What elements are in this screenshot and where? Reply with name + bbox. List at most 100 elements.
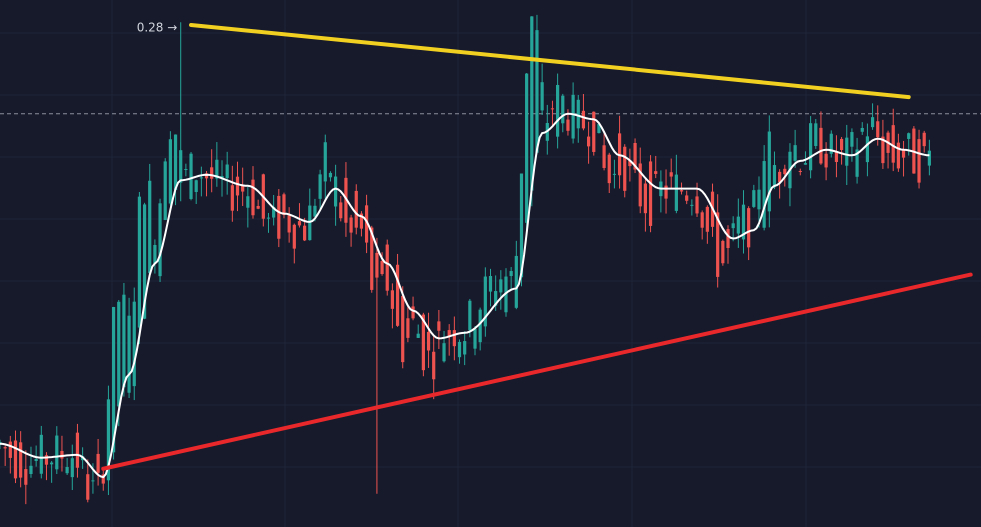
candle — [855, 137, 859, 184]
candle-body — [793, 145, 797, 161]
candle-body — [29, 465, 33, 475]
candle — [561, 93, 565, 133]
candle — [819, 111, 823, 165]
candle — [540, 63, 544, 115]
candle — [225, 151, 229, 195]
candle — [860, 122, 864, 135]
candle-body — [463, 341, 467, 355]
candle-body — [184, 169, 188, 171]
candle-body — [473, 328, 477, 349]
candle — [483, 267, 487, 337]
candle-body — [91, 480, 95, 482]
candle-body — [334, 176, 338, 207]
candle — [716, 194, 720, 288]
candle-body — [654, 171, 658, 174]
candle — [731, 216, 735, 242]
candle — [163, 158, 167, 221]
candle — [318, 169, 322, 212]
candle — [277, 189, 281, 248]
candle — [199, 166, 203, 197]
candle-body — [664, 185, 668, 199]
candle — [607, 152, 611, 194]
candle — [127, 297, 131, 399]
candle — [447, 324, 451, 356]
candle-body — [721, 240, 725, 264]
candle-body — [117, 301, 121, 407]
candle — [571, 82, 575, 144]
candle — [29, 446, 33, 478]
candle-body — [364, 205, 369, 243]
candle — [721, 239, 725, 266]
candle — [881, 119, 885, 169]
candle — [824, 142, 828, 181]
candle-body — [855, 149, 859, 177]
candle-body — [499, 279, 503, 293]
candle — [700, 210, 704, 240]
candle — [261, 173, 265, 227]
candle — [168, 131, 172, 206]
candle-body — [468, 300, 472, 331]
candle-body — [576, 99, 580, 129]
candle-body — [571, 94, 575, 139]
candle-body — [106, 399, 111, 481]
candle-body — [922, 132, 926, 147]
candle — [179, 22, 183, 202]
candle-body — [426, 331, 431, 351]
candle-body — [530, 16, 534, 191]
candle-body — [86, 474, 90, 500]
candle-body — [168, 139, 172, 204]
candle-body — [762, 161, 766, 228]
candle — [86, 459, 90, 503]
candle — [75, 423, 80, 478]
candle — [34, 445, 38, 467]
candle-body — [194, 180, 198, 193]
candle-body — [292, 224, 296, 249]
candle-body — [96, 453, 100, 473]
candle — [437, 309, 441, 349]
candle — [137, 192, 142, 345]
candle — [323, 134, 327, 201]
candle-body — [556, 84, 560, 137]
candle — [251, 166, 255, 219]
candle-body — [421, 314, 425, 371]
candle — [19, 431, 23, 488]
candle — [194, 179, 198, 204]
candle-body — [550, 108, 555, 110]
candle-body — [628, 160, 632, 167]
candle — [390, 283, 395, 329]
candle — [809, 116, 813, 179]
candle-body — [65, 467, 69, 474]
candle-body — [55, 435, 59, 470]
candle-body — [370, 227, 374, 290]
candle-body — [50, 462, 54, 465]
candle-body — [586, 136, 591, 147]
candle-body — [674, 174, 678, 211]
candle — [509, 267, 513, 291]
candle-body — [375, 252, 379, 278]
candle — [406, 306, 410, 343]
candle-body — [390, 290, 395, 309]
candle-body — [282, 194, 286, 216]
candle-body — [328, 172, 333, 178]
candle-body — [525, 73, 529, 223]
candle-body — [411, 306, 415, 319]
candle — [623, 144, 627, 198]
candle-body — [452, 330, 456, 347]
candle — [576, 95, 580, 143]
candle — [411, 296, 415, 321]
candle-body — [814, 123, 818, 146]
candle-body — [127, 315, 131, 393]
candle-body — [318, 174, 322, 199]
candle — [210, 149, 214, 193]
candle — [478, 307, 482, 351]
candle-body — [535, 30, 539, 153]
candle — [654, 155, 658, 179]
candle — [747, 206, 751, 261]
candle — [13, 430, 18, 484]
candle — [530, 16, 534, 207]
candle-body — [401, 295, 405, 363]
candle — [643, 177, 647, 232]
candle-body — [313, 205, 317, 217]
candle-body — [509, 271, 513, 277]
